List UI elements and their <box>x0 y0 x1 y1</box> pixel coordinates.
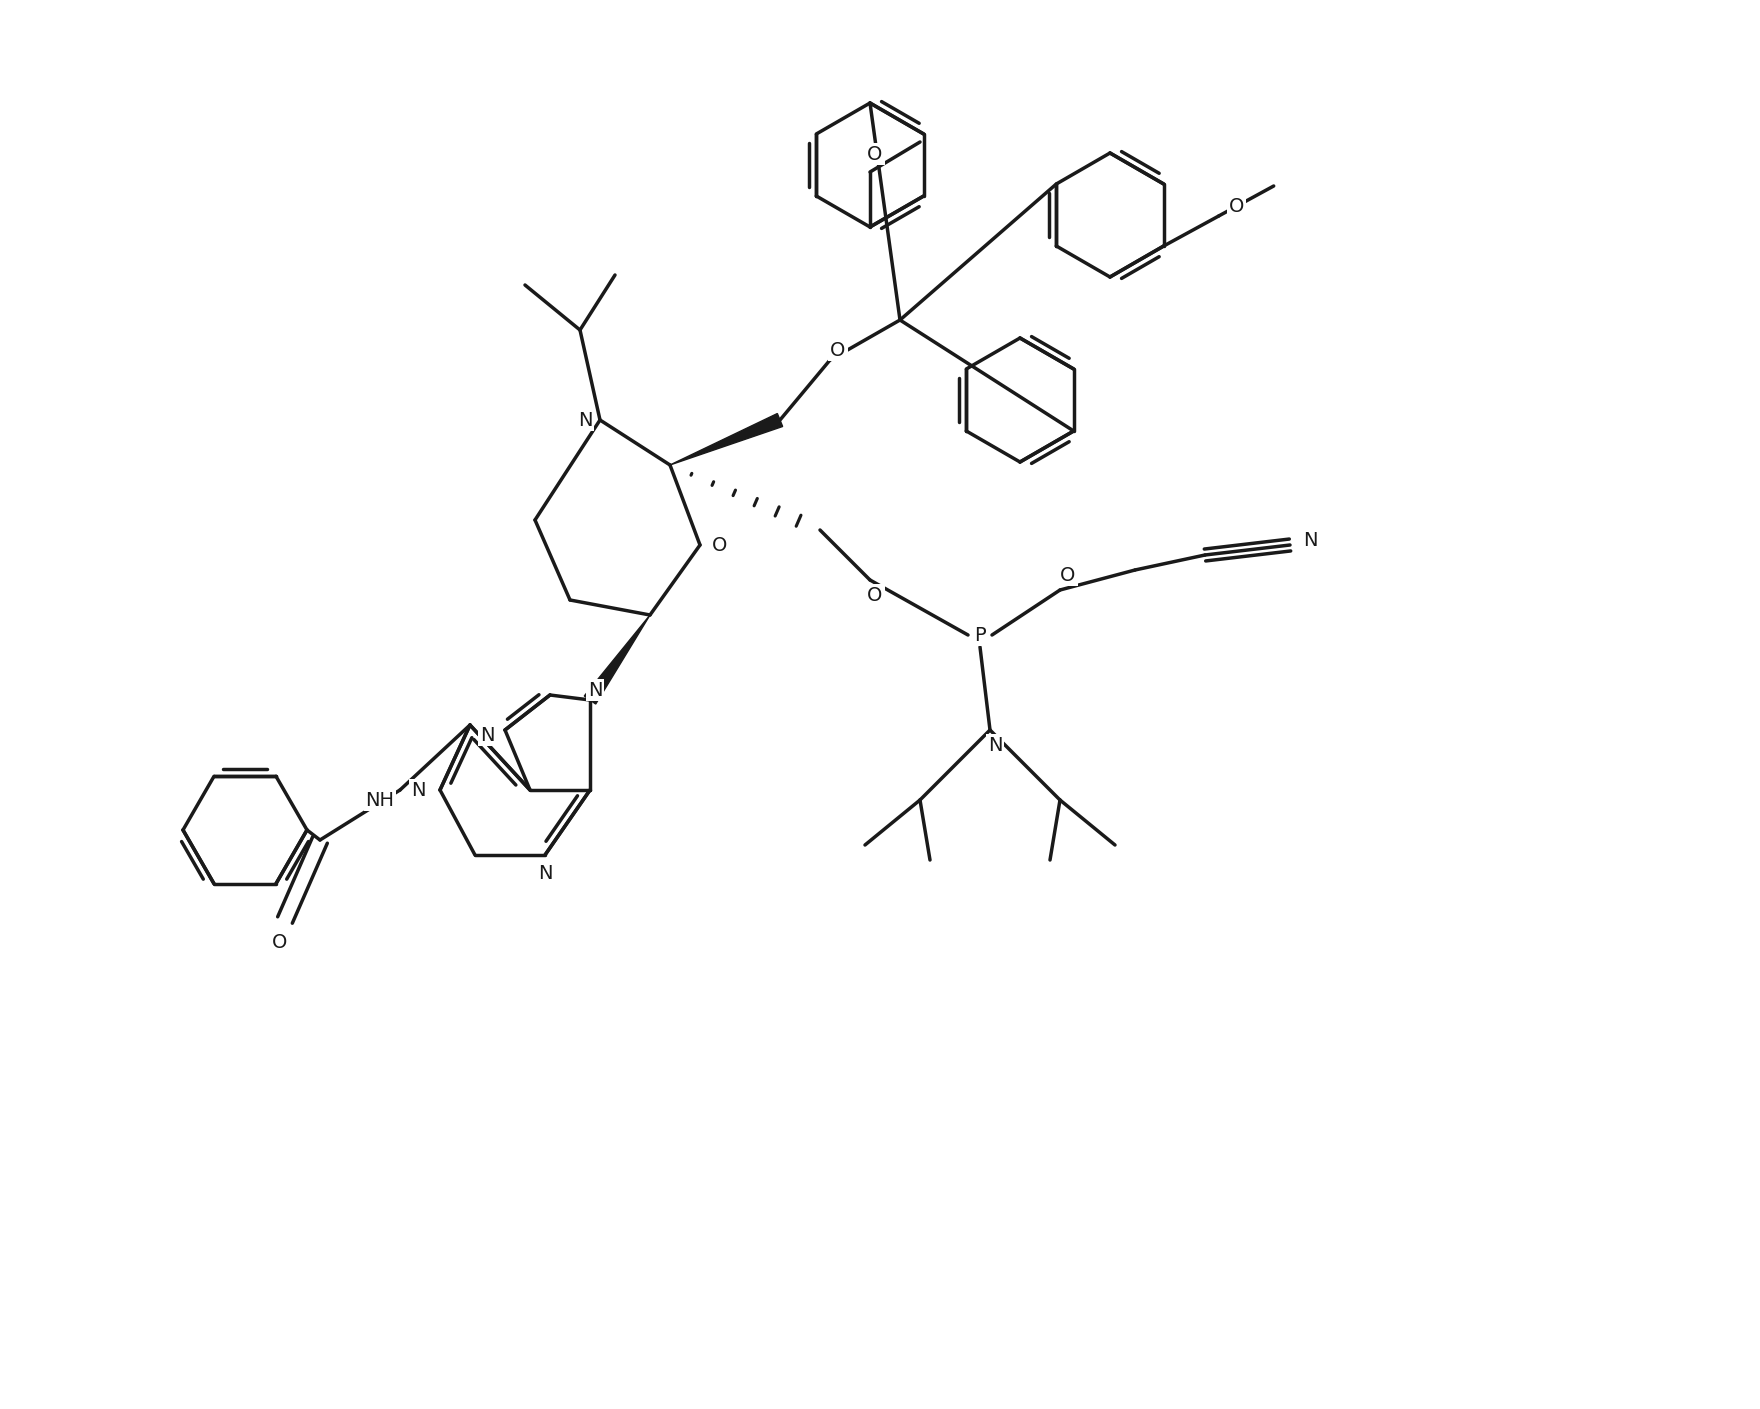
Polygon shape <box>671 413 783 465</box>
Text: O: O <box>868 586 884 604</box>
Text: NH: NH <box>366 790 394 810</box>
Text: O: O <box>868 145 884 163</box>
Text: P: P <box>975 626 986 644</box>
Polygon shape <box>584 614 649 704</box>
Text: N: N <box>1302 531 1316 550</box>
Text: O: O <box>831 341 847 359</box>
Text: O: O <box>273 933 287 951</box>
Text: N: N <box>577 410 593 430</box>
Text: O: O <box>713 535 727 555</box>
Text: N: N <box>539 864 553 882</box>
Text: N: N <box>480 726 495 744</box>
Text: O: O <box>1060 565 1075 585</box>
Text: N: N <box>987 735 1001 754</box>
Text: O: O <box>1228 196 1244 216</box>
Text: N: N <box>588 681 602 699</box>
Text: N: N <box>410 781 426 799</box>
